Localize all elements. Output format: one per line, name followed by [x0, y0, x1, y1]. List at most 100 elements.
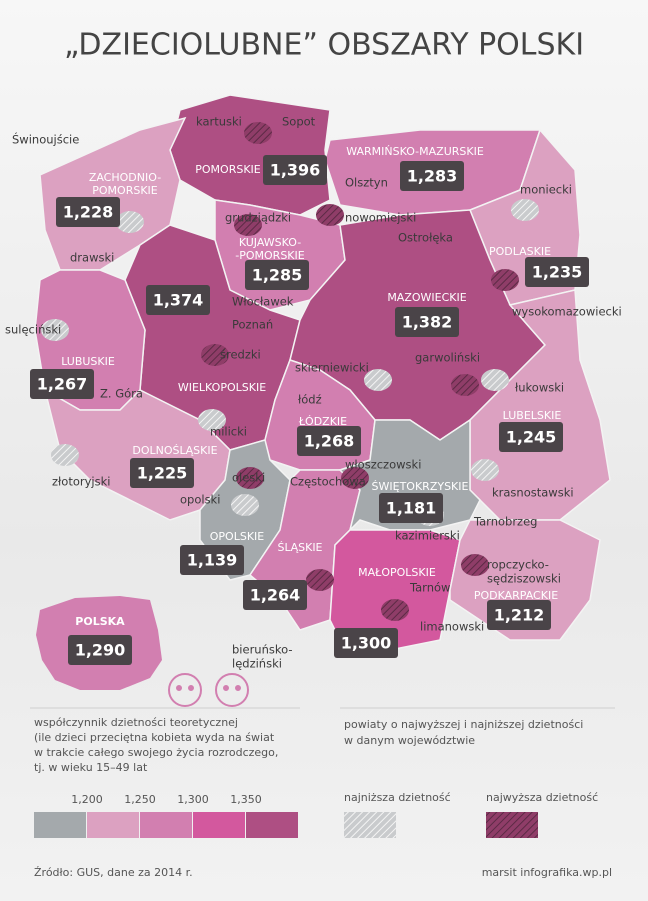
powiat-label: garwoliński — [415, 351, 480, 365]
region-name: ZACHODNIO- — [89, 171, 161, 184]
legend-swatch — [193, 812, 245, 838]
value: 1,139 — [187, 551, 238, 570]
region-name: DOLNOŚLĄSKIE — [132, 444, 217, 457]
legend-hatch-title: powiaty o najwyższej i najniższej dzietn… — [344, 718, 583, 731]
powiat-label: skierniewicki — [295, 361, 369, 375]
value: 1,212 — [494, 606, 545, 625]
value: 1,382 — [402, 313, 453, 332]
powiat-patch — [491, 269, 519, 291]
legend-threshold: 1,250 — [124, 793, 156, 806]
place-label: Ostrołęka — [398, 231, 453, 245]
value: 1,290 — [75, 641, 126, 660]
powiat-label: łukowski — [515, 381, 564, 395]
powiat-label: oleski — [232, 471, 265, 485]
value-box — [395, 307, 459, 337]
region-name: LUBELSKIE — [503, 409, 562, 422]
value: 1,225 — [137, 464, 188, 483]
powiat-label: moniecki — [520, 183, 572, 197]
legend-low-swatch — [344, 812, 396, 838]
legend-high-swatch — [486, 812, 538, 838]
value-box — [499, 422, 563, 452]
place-label: Częstochowa — [290, 475, 366, 489]
powiat-label: krasnostawski — [492, 486, 574, 500]
legend-swatch — [246, 812, 298, 838]
value: 1,235 — [532, 263, 583, 282]
powiat-patch — [201, 344, 229, 366]
place-label: Olsztyn — [345, 176, 388, 190]
powiat-label: limanowski — [420, 620, 484, 634]
powiat-label: ropczycko- — [487, 558, 549, 572]
value-box — [68, 635, 132, 665]
legend-title: tj. w wieku 15–49 lat — [34, 761, 148, 774]
region-name: MAZOWIECKIE — [387, 291, 466, 304]
legend-title: w trakcie całego swojego życia rozrodcze… — [34, 746, 278, 759]
region-name: KUJAWSKO- — [239, 236, 301, 249]
powiat-patch — [461, 554, 489, 576]
value-box — [297, 426, 361, 456]
powiat-patch — [244, 122, 272, 144]
powiat-label: milicki — [210, 425, 247, 439]
value: 1,245 — [506, 428, 557, 447]
legend-title: współczynnik dzietności teoretycznej — [34, 716, 238, 729]
powiat-label: sędziszowski — [487, 572, 561, 586]
legend-swatch — [140, 812, 192, 838]
powiat-label: kartuski — [196, 115, 242, 129]
value-box — [243, 580, 307, 610]
value: 1,267 — [37, 375, 88, 394]
powiat-patch — [316, 204, 344, 226]
legend-title: (ile dzieci przeciętna kobieta wyda na ś… — [34, 731, 275, 744]
place-label: Tarnów — [409, 581, 450, 595]
place-label: Z. Góra — [100, 387, 143, 401]
value: 1,285 — [252, 266, 303, 285]
powiat-patch — [116, 211, 144, 233]
powiat-patch — [471, 459, 499, 481]
powiat-label: drawski — [70, 251, 114, 265]
value-box — [487, 600, 551, 630]
value-box — [56, 197, 120, 227]
powiat-patch — [236, 467, 264, 489]
region-name: PODKARPACKIE — [474, 589, 558, 602]
powiat-patch — [306, 569, 334, 591]
value: 1,396 — [270, 161, 321, 180]
credit: marsit infografika.wp.pl — [482, 866, 612, 879]
value: 1,283 — [407, 167, 458, 186]
place-label: Poznań — [232, 318, 273, 332]
region-name: ŁÓDZKIE — [298, 415, 347, 428]
baby-icons — [168, 673, 249, 707]
powiat-patch — [511, 199, 539, 221]
powiat-label: sulęciński — [5, 323, 61, 337]
powiat-label: złotoryjski — [52, 475, 110, 489]
place-label: Tarnobrzeg — [473, 515, 537, 529]
powiat-label: średzki — [220, 348, 261, 362]
powiat-patch — [341, 467, 369, 489]
value-box — [245, 260, 309, 290]
country-name: POLSKA — [75, 615, 125, 628]
powiat-label: wysokomazowiecki — [512, 305, 622, 319]
legend-hatch-title: w danym województwie — [344, 734, 475, 747]
region-name: PODLASKIE — [489, 245, 551, 258]
region-name: ŚLĄSKIE — [277, 541, 322, 554]
value: 1,228 — [63, 203, 114, 222]
value-box — [525, 257, 589, 287]
powiat-label: grudziądzki — [225, 211, 291, 225]
region-name: WIELKOPOLSKIE — [178, 381, 266, 394]
place-label: Włocławek — [232, 295, 294, 309]
value-box — [146, 285, 210, 315]
powiat-patch — [198, 409, 226, 431]
powiat-label: opolski — [180, 493, 220, 507]
powiat-label: nowomiejski — [345, 211, 416, 225]
place-label: Sopot — [282, 115, 316, 129]
powiat-patch — [381, 599, 409, 621]
powiat-patch — [451, 374, 479, 396]
legend-threshold: 1,300 — [177, 793, 209, 806]
legend-swatch — [87, 812, 139, 838]
powiat-label: lędziński — [232, 657, 282, 671]
powiat-patch — [364, 369, 392, 391]
legend-threshold: 1,200 — [71, 793, 103, 806]
region-name: ŚWIĘTOKRZYSKIE — [372, 480, 469, 493]
legend-low: najniższa dzietność — [344, 791, 451, 804]
value: 1,374 — [153, 291, 204, 310]
region-name: POMORSKIE — [92, 184, 158, 197]
